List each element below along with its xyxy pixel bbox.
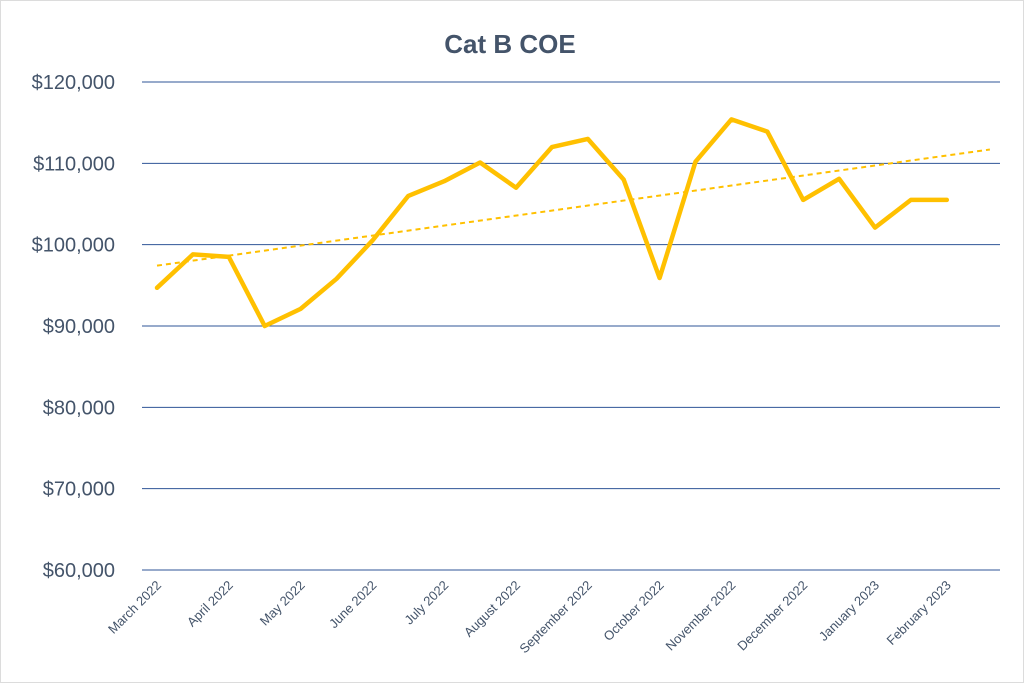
data-point <box>873 226 877 230</box>
data-point <box>299 307 303 311</box>
x-tick-label: April 2022 <box>184 578 236 630</box>
data-point <box>263 324 267 328</box>
data-point <box>801 198 805 202</box>
data-point <box>191 252 195 256</box>
x-tick-label: July 2022 <box>401 578 451 628</box>
y-tick-label: $60,000 <box>43 560 115 582</box>
series-group <box>154 117 950 329</box>
data-point <box>837 177 841 181</box>
x-tick-label: January 2023 <box>816 578 882 644</box>
data-point <box>765 130 769 134</box>
data-point <box>694 160 698 164</box>
data-point <box>514 186 518 190</box>
x-axis-tick-labels: March 2022 April 2022 May 2022 June 2022 Jul… <box>105 578 954 657</box>
y-tick-label: $110,000 <box>33 153 115 175</box>
data-point <box>622 178 626 182</box>
data-point <box>945 198 949 202</box>
data-point <box>658 276 662 280</box>
x-tick-label: June 2022 <box>326 578 380 632</box>
x-tick-label: August 2022 <box>461 578 523 640</box>
data-point <box>227 255 231 259</box>
data-point <box>550 145 554 149</box>
x-tick-label: September 2022 <box>516 578 595 657</box>
y-tick-label: $100,000 <box>32 235 115 257</box>
x-tick-label: May 2022 <box>257 578 308 629</box>
data-point <box>406 194 410 198</box>
y-axis-tick-labels: $60,000 $70,000 $80,000 $90,000 $100,000 $110… <box>32 72 115 582</box>
data-point <box>335 277 339 281</box>
x-tick-label: March 2022 <box>105 578 164 637</box>
trendline <box>156 148 991 267</box>
y-tick-label: $70,000 <box>43 479 115 501</box>
data-point <box>442 179 446 183</box>
x-tick-label: February 2023 <box>884 578 954 648</box>
data-point <box>586 137 590 141</box>
data-point <box>370 239 374 243</box>
data-point <box>155 286 159 290</box>
x-tick-label: November 2022 <box>663 578 739 654</box>
data-point <box>478 161 482 165</box>
y-tick-label: $80,000 <box>43 397 115 419</box>
data-point <box>909 198 913 202</box>
chart-title: Cat B COE <box>444 29 575 59</box>
x-tick-label: October 2022 <box>600 578 666 644</box>
series-line <box>154 117 950 329</box>
y-tick-label: $120,000 <box>32 72 115 94</box>
y-tick-label: $90,000 <box>43 316 115 338</box>
x-tick-label: December 2022 <box>734 578 810 654</box>
gridlines <box>142 81 1000 571</box>
data-point <box>729 117 733 121</box>
trendline-group <box>156 148 991 267</box>
